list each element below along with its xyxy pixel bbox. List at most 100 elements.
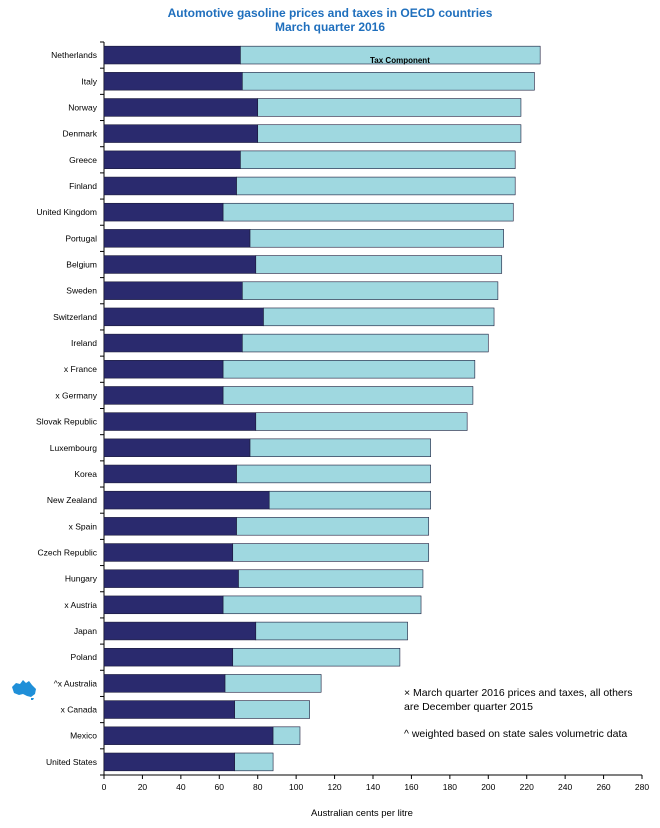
category-label: Czech Republic <box>37 547 97 557</box>
bar-price-excl-tax <box>103 438 251 457</box>
category-label: ^x Australia <box>54 678 97 688</box>
bar-tax-component <box>240 45 541 65</box>
category-label: Mexico <box>70 731 97 741</box>
x-tick-label: 140 <box>366 782 380 792</box>
bar-tax-component <box>249 229 504 248</box>
bar-price-excl-tax <box>103 412 257 431</box>
category-label: New Zealand <box>47 495 97 505</box>
category-label: Korea <box>74 469 97 479</box>
bar-tax-component <box>236 464 431 484</box>
bar-tax-component <box>249 438 431 457</box>
x-tick-label: 280 <box>635 782 649 792</box>
bar-tax-component <box>238 569 424 588</box>
bar-price-excl-tax <box>103 674 226 693</box>
category-label: x France <box>64 364 97 374</box>
bar-price-excl-tax <box>103 517 237 536</box>
bar-price-excl-tax <box>103 333 243 353</box>
bar-price-excl-tax <box>103 72 243 91</box>
x-tick-label: 240 <box>558 782 572 792</box>
bar-price-excl-tax <box>103 464 237 484</box>
bar-tax-component <box>255 255 503 274</box>
category-label: Poland <box>71 652 98 662</box>
category-label: Netherlands <box>51 50 97 60</box>
bar-price-excl-tax <box>103 176 237 196</box>
bar-tax-component <box>222 386 474 405</box>
category-label: x Canada <box>61 705 98 715</box>
bar-tax-component <box>257 124 522 143</box>
bar-price-excl-tax <box>103 255 257 274</box>
bar-tax-component <box>234 700 310 719</box>
bar-tax-component <box>272 726 301 745</box>
category-label: x Austria <box>64 600 97 610</box>
bar-price-excl-tax <box>103 281 243 300</box>
x-tick-label: 20 <box>138 782 148 792</box>
category-label: Hungary <box>65 574 98 584</box>
bar-tax-component <box>234 752 274 772</box>
category-label: Switzerland <box>53 312 97 322</box>
bar-price-excl-tax <box>103 621 257 641</box>
x-tick-label: 40 <box>176 782 186 792</box>
bar-price-excl-tax <box>103 229 251 248</box>
bar-tax-component <box>242 333 489 353</box>
bar-price-excl-tax <box>103 726 274 745</box>
bar-tax-component <box>222 360 476 379</box>
chart-subtitle: March quarter 2016 <box>274 20 386 34</box>
category-label: Portugal <box>65 233 97 243</box>
note-australia-weighting: ^ weighted based on state sales volumetr… <box>404 728 628 740</box>
bar-price-excl-tax <box>103 98 259 117</box>
x-tick-label: 60 <box>215 782 225 792</box>
australia-map-icon <box>12 680 36 700</box>
bar-tax-component <box>255 412 468 431</box>
x-tick-label: 260 <box>596 782 610 792</box>
bar-tax-component <box>268 490 431 510</box>
bar-tax-component <box>255 621 408 641</box>
bar-tax-component <box>236 176 516 196</box>
bar-price-excl-tax <box>103 700 235 719</box>
category-label: Finland <box>69 181 97 191</box>
x-tick-label: 120 <box>327 782 341 792</box>
category-label: Denmark <box>63 129 98 139</box>
bar-price-excl-tax <box>103 45 241 65</box>
x-tick-label: 220 <box>520 782 534 792</box>
category-label: Italy <box>81 76 97 86</box>
x-axis-label: Australian cents per litre <box>311 808 413 819</box>
category-label: Slovak Republic <box>36 417 98 427</box>
x-tick-label: 200 <box>481 782 495 792</box>
category-label: United States <box>46 757 97 767</box>
bar-tax-component <box>236 517 430 536</box>
bar-price-excl-tax <box>103 150 241 170</box>
bar-price-excl-tax <box>103 307 264 327</box>
bar-price-excl-tax <box>103 569 239 588</box>
category-label: x Spain <box>69 521 98 531</box>
bar-tax-component <box>222 595 422 615</box>
bar-tax-component <box>257 98 522 117</box>
bar-tax-component <box>232 647 401 667</box>
x-tick-label: 0 <box>102 782 107 792</box>
bar-price-excl-tax <box>103 490 270 510</box>
category-label: Norway <box>68 102 98 112</box>
bar-tax-component <box>240 150 516 170</box>
bar-price-excl-tax <box>103 360 224 379</box>
x-tick-label: 160 <box>404 782 418 792</box>
chart-title: Automotive gasoline prices and taxes in … <box>167 6 493 20</box>
bar-tax-component <box>242 281 499 300</box>
bar-tax-component <box>232 543 430 562</box>
bar-price-excl-tax <box>103 543 234 562</box>
bar-price-excl-tax <box>103 647 234 667</box>
category-label: Luxembourg <box>50 443 98 453</box>
note-reporting-period: × March quarter 2016 prices and taxes, a… <box>404 687 633 713</box>
tax-component-annotation: Tax Component <box>370 56 430 65</box>
bar-tax-component <box>222 202 514 222</box>
bar-price-excl-tax <box>103 752 235 772</box>
bar-price-excl-tax <box>103 386 224 405</box>
bar-price-excl-tax <box>103 124 259 143</box>
x-tick-label: 180 <box>443 782 457 792</box>
bar-price-excl-tax <box>103 595 224 615</box>
category-label: x Germany <box>55 390 97 400</box>
category-label: Belgium <box>66 260 97 270</box>
bar-price-excl-tax <box>103 202 224 222</box>
bar-tax-component <box>224 674 322 693</box>
bar-tax-component <box>263 307 495 327</box>
category-label: Ireland <box>71 338 97 348</box>
